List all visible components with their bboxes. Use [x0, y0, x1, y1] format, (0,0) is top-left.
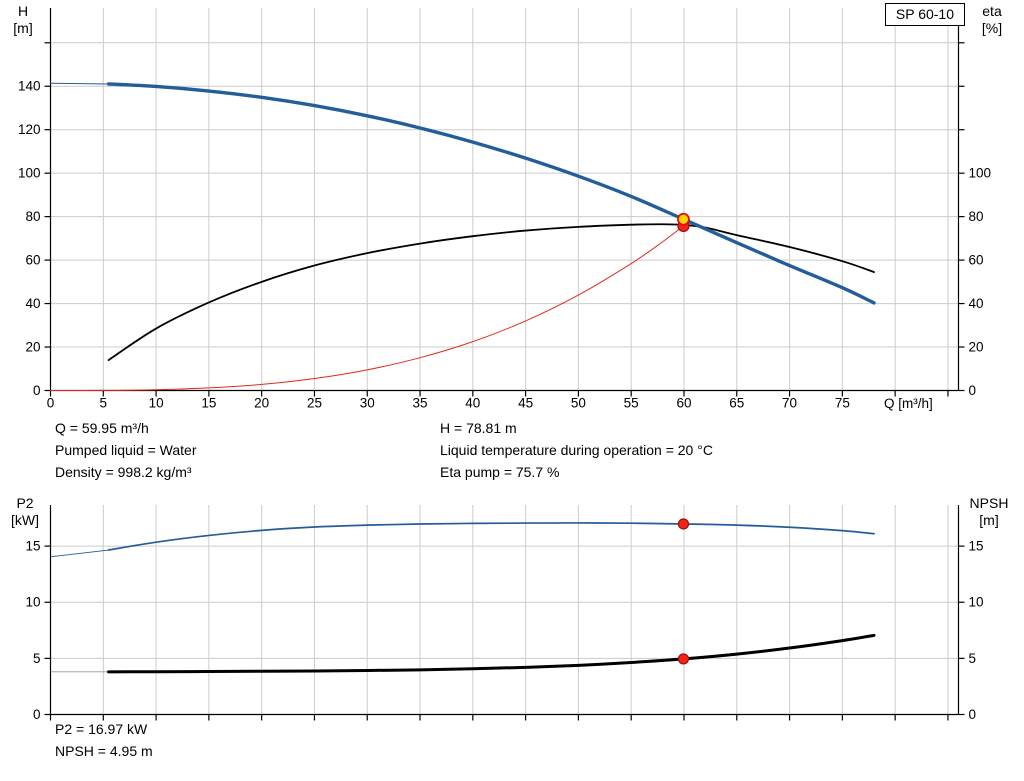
readout-density: Density = 998.2 kg/m³	[55, 464, 192, 480]
p2-axis-unit: [kW]	[11, 512, 39, 528]
tick-label-right: 0	[969, 707, 977, 722]
tick-label-right: 80	[969, 209, 984, 224]
tick-label-bottom: 30	[360, 396, 375, 411]
h-curve-path	[106, 82, 876, 305]
tick-label-left: 40	[25, 296, 40, 311]
tick-label-left: 100	[18, 166, 41, 181]
operating-point-readout: Q = 59.95 m³/h Pumped liquid = Water Den…	[0, 417, 1024, 489]
head-axis-title: H [m]	[2, 3, 44, 37]
readout-head: H = 78.81 m	[440, 420, 517, 436]
tick-label-right: 10	[969, 595, 984, 610]
power-npsh-chart: 0 5 10 15 0 5 10 15	[25, 505, 984, 722]
eta-axis-name: eta	[982, 3, 1002, 19]
p2-curve-path	[107, 522, 875, 551]
pump-model-box: SP 60-10	[884, 3, 965, 26]
npsh-axis-name: NPSH	[969, 495, 1009, 511]
npsh-curve-path	[107, 633, 876, 674]
tick-label-right: 15	[969, 539, 984, 554]
duty-point-head	[677, 212, 690, 226]
tick-label-bottom: 20	[254, 396, 269, 411]
readout-flow: Q = 59.95 m³/h	[55, 420, 149, 436]
tick-label-left: 60	[25, 253, 40, 268]
eta-axis-title: eta [%]	[964, 3, 1020, 37]
npsh-axis-title: NPSH [m]	[958, 495, 1020, 529]
p2-axis-name: P2	[16, 495, 34, 511]
tick-label-right: 100	[969, 166, 992, 181]
tick-label-left: 5	[33, 651, 41, 666]
tick-label-bottom: 25	[307, 396, 322, 411]
tick-label-left: 0	[33, 383, 41, 398]
tick-label-bottom: 70	[782, 396, 797, 411]
tick-label-bottom: 60	[676, 396, 691, 411]
p2-axis-title: P2 [kW]	[2, 495, 48, 529]
tick-label-bottom: 75	[835, 396, 850, 411]
readout-npsh: NPSH = 4.95 m	[55, 743, 153, 759]
tick-label-bottom: 45	[518, 396, 533, 411]
duty-point-p2	[677, 518, 690, 530]
head-axis-unit: [m]	[13, 20, 33, 36]
readout-right-column: H = 78.81 m Liquid temperature during op…	[440, 417, 713, 483]
tick-label-bottom: 5	[100, 396, 108, 411]
flow-axis-title: Q [m³/h]	[884, 396, 933, 411]
duty-point-npsh	[677, 653, 690, 665]
readout-pumped-liquid: Pumped liquid = Water	[55, 442, 197, 458]
tick-label-bottom: 0	[47, 396, 55, 411]
performance-chart: 0 20 40 60 80 100 120 140 0 20 40 60 80 100 0 5 10 15 20 25…	[18, 8, 992, 411]
tick-label-right: 5	[969, 651, 977, 666]
tick-label-bottom: 35	[413, 396, 428, 411]
tick-label-right: 40	[969, 296, 984, 311]
tick-label-left: 140	[18, 79, 41, 94]
tick-label-right: 60	[969, 253, 984, 268]
tick-label-right: 20	[969, 340, 984, 355]
duty-curve-path	[50, 225, 684, 392]
power-npsh-readout: P2 = 16.97 kW NPSH = 4.95 m	[55, 718, 153, 762]
tick-label-bottom: 55	[624, 396, 639, 411]
tick-label-bottom: 10	[149, 396, 164, 411]
tick-label-left: 20	[25, 340, 40, 355]
readout-left-column: Q = 59.95 m³/h Pumped liquid = Water Den…	[55, 417, 197, 483]
tick-label-left: 120	[18, 122, 41, 137]
eta-curve-path	[107, 223, 875, 361]
tick-label-left: 80	[25, 209, 40, 224]
head-axis-name: H	[17, 3, 29, 19]
tick-label-left: 10	[25, 595, 40, 610]
p2-curve-lead	[50, 549, 109, 558]
readout-p2: P2 = 16.97 kW	[55, 721, 148, 737]
tick-label-bottom: 40	[465, 396, 480, 411]
readout-eta-pump: Eta pump = 75.7 %	[440, 464, 560, 480]
h-curve-lead	[50, 82, 109, 85]
tick-label-bottom: 50	[571, 396, 586, 411]
tick-label-right: 0	[969, 383, 977, 398]
readout-liquid-temperature: Liquid temperature during operation = 20…	[440, 442, 713, 458]
tick-label-bottom: 65	[729, 396, 744, 411]
tick-label-left: 0	[33, 707, 41, 722]
tick-label-bottom: 15	[201, 396, 216, 411]
eta-axis-unit: [%]	[981, 20, 1003, 36]
npsh-axis-unit: [m]	[979, 512, 999, 528]
tick-label-left: 15	[25, 539, 40, 554]
